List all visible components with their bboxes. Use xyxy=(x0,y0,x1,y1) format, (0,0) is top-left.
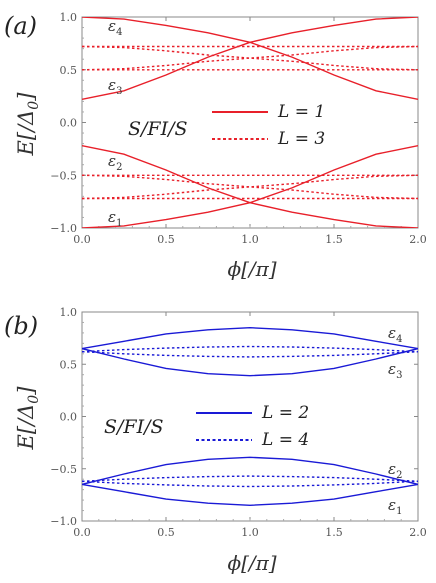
series-line-5 xyxy=(82,45,418,71)
x-tick-label: 0.5 xyxy=(157,526,175,539)
y-tick-label: 1.0 xyxy=(60,306,78,319)
y-tick-label: 0.5 xyxy=(60,64,78,77)
series-line-7 xyxy=(82,475,418,482)
level-label: ε4 xyxy=(388,324,402,345)
series-line-4 xyxy=(82,483,418,507)
y-tick-label: 0.0 xyxy=(60,411,78,424)
x-axis-label: ϕ[/π] xyxy=(227,551,276,575)
series-line-6 xyxy=(82,351,418,358)
panel-label: (a) xyxy=(4,12,37,40)
level-label: ε3 xyxy=(108,76,122,97)
series-line-2 xyxy=(82,347,418,377)
panel-b: 0.0 0.5 1.0 1.5 2.0 1.0 0.5 0.0 −0.5 −1.0 ϕ[/π] E[/… xyxy=(4,306,427,575)
y-axis-label: E[/Δ0] xyxy=(14,386,42,451)
y-tick-label: −1.0 xyxy=(50,515,77,528)
level-label: ε2 xyxy=(388,460,402,481)
y-tick-label: 1.0 xyxy=(60,11,78,24)
y-tick-label: −0.5 xyxy=(50,463,77,476)
series-line-4 xyxy=(82,145,418,228)
x-tick-label: 2.0 xyxy=(409,526,427,539)
series-line-5 xyxy=(82,345,418,353)
series-line-6 xyxy=(82,45,418,71)
level-label: ε2 xyxy=(108,152,122,173)
legend-label: L = 3 xyxy=(277,129,325,149)
structure-label: S/FI/S xyxy=(128,118,188,140)
series-line-8 xyxy=(82,480,418,488)
x-tick-label: 0.0 xyxy=(73,233,91,246)
y-tick-label: 0.0 xyxy=(60,117,78,130)
level-label: ε1 xyxy=(108,208,122,229)
level-label: ε4 xyxy=(108,17,122,38)
series-line-1 xyxy=(82,326,418,350)
series-line-2 xyxy=(82,17,418,100)
structure-label: S/FI/S xyxy=(104,416,164,438)
x-tick-label: 1.5 xyxy=(325,526,343,539)
series-line-10 xyxy=(82,174,418,200)
x-axis-label: ϕ[/π] xyxy=(227,257,276,281)
legend-label: L = 1 xyxy=(277,102,325,122)
level-label: ε1 xyxy=(388,496,402,517)
legend-label: L = 2 xyxy=(261,403,309,423)
series-line-3 xyxy=(82,456,418,486)
x-tick-label: 1.5 xyxy=(325,233,343,246)
x-tick-label: 1.0 xyxy=(241,233,259,246)
y-tick-label: −0.5 xyxy=(50,169,77,182)
x-tick-label: 0.5 xyxy=(157,233,175,246)
panel-label: (b) xyxy=(4,312,38,340)
x-tick-label: 0.0 xyxy=(73,526,91,539)
level-label: ε3 xyxy=(388,360,402,381)
x-tick-label: 2.0 xyxy=(409,233,427,246)
panel-a: 0.0 0.5 1.0 1.5 2.0 1.0 0.5 0.0 −0.5 −1.0 ϕ[/π] E[/… xyxy=(4,11,427,281)
legend-label: L = 4 xyxy=(261,430,309,450)
y-tick-label: −1.0 xyxy=(50,222,77,235)
y-axis-label: E[/Δ0] xyxy=(14,92,42,157)
x-tick-label: 1.0 xyxy=(241,526,259,539)
y-tick-label: 0.5 xyxy=(60,358,78,371)
series-line-9 xyxy=(82,174,418,200)
